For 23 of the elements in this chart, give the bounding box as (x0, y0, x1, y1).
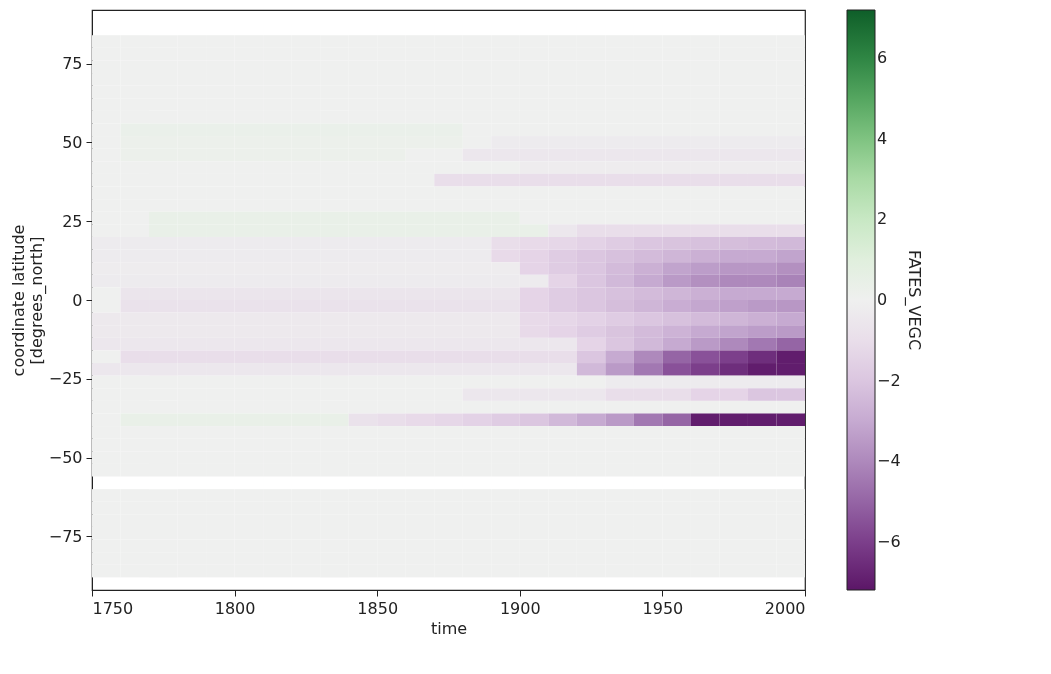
x-tick-label: 1800 (214, 598, 256, 618)
color-bar-label: 6 (877, 48, 888, 68)
y-tick-label: 25 (62, 211, 83, 231)
y-tick-label: 0 (72, 290, 83, 310)
x-tick-label: 1950 (642, 598, 684, 618)
color-bar-title: FATES_VEGC (904, 249, 924, 351)
x-axis-title: time (430, 618, 468, 638)
color-bar-label: −2 (877, 370, 901, 390)
x-tick-label: 1750 (92, 598, 134, 618)
x-tick-label: 2000 (764, 598, 806, 618)
x-tick-label: 1900 (499, 598, 541, 618)
y-tick-label: −25 (48, 369, 83, 389)
color-bar-label: 0 (877, 290, 888, 309)
color-bar-label: 2 (877, 209, 888, 229)
y-tick-label: 50 (62, 132, 83, 152)
y-axis-title: coordinate latitude [degrees_north] (8, 224, 47, 377)
x-tick-label: 1850 (357, 598, 399, 618)
color-bar-label: −4 (877, 451, 901, 471)
y-tick-label: 75 (62, 54, 83, 74)
color-bar-label: 4 (877, 128, 888, 148)
y-tick-label: −50 (48, 448, 83, 468)
y-tick-label: −75 (48, 526, 83, 546)
color-bar-label: −6 (877, 531, 901, 551)
